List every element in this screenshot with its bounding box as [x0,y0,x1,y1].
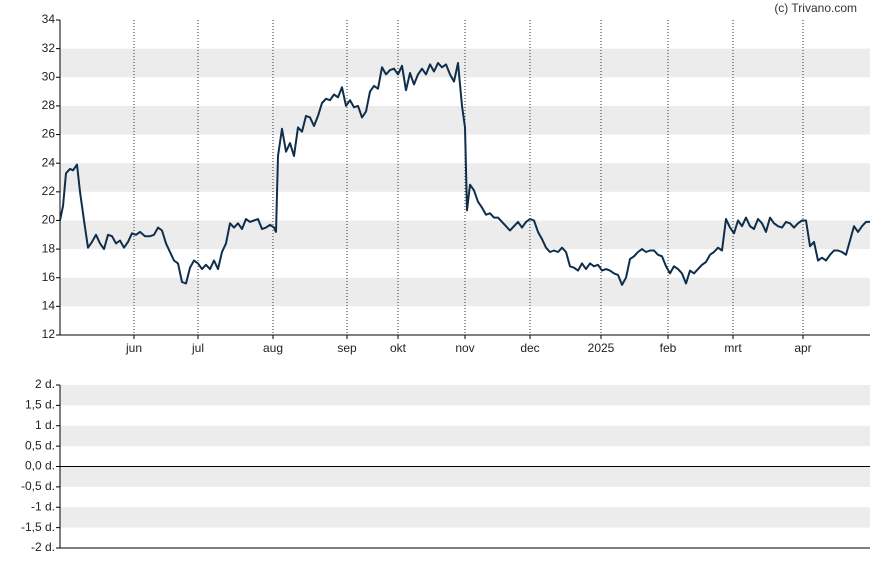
y-tick-label: 24 [42,155,56,169]
y-tick-label: -1 d. [31,499,55,513]
x-tick-label: aug [263,341,283,355]
y-tick-label: 1 d. [35,418,55,432]
x-tick-label: 2025 [588,341,615,355]
y-tick-label: 12 [42,327,56,341]
credit: (c) Trivano.com [774,1,857,15]
x-tick-label: okt [390,341,407,355]
y-tick-label: -1,5 d. [21,520,55,534]
x-tick-label: sep [337,341,357,355]
grid-band [60,466,870,487]
x-tick-label: jul [191,341,204,355]
y-tick-label: 28 [42,98,56,112]
x-tick-label: mrt [724,341,742,355]
price-line [59,62,870,286]
y-tick-label: -0,5 d. [21,479,55,493]
grid-band [60,385,870,406]
y-tick-label: 20 [42,213,56,227]
y-tick-label: 32 [42,41,56,55]
y-tick-label: 26 [42,127,56,141]
grid-band [60,507,870,528]
grid-band [60,277,870,307]
y-tick-label: 14 [42,299,56,313]
x-tick-label: apr [794,341,811,355]
y-tick-label: 34 [42,12,56,26]
y-tick-label: 22 [42,184,56,198]
y-tick-label: 1,5 d. [25,398,55,412]
y-tick-label: 18 [42,241,56,255]
x-tick-label: dec [520,341,539,355]
y-tick-label: 0,0 d. [25,459,55,473]
grid-band [60,220,870,250]
x-tick-label: nov [455,341,474,355]
y-tick-label: 2 d. [35,377,55,391]
y-tick-label: -2 d. [31,540,55,554]
x-tick-label: jun [125,341,142,355]
y-tick-label: 0,5 d. [25,438,55,452]
y-tick-label: 30 [42,69,56,83]
x-tick-label: feb [660,341,677,355]
y-tick-label: 16 [42,270,56,284]
grid-band [60,425,870,447]
